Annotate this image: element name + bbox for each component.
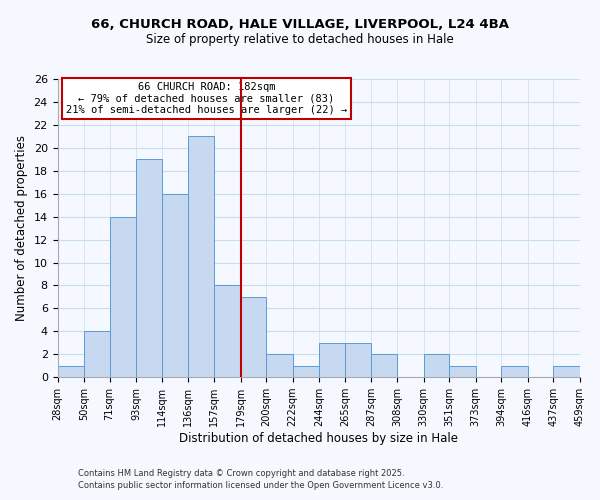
- Bar: [293, 366, 319, 377]
- Bar: [214, 286, 241, 377]
- Bar: [424, 354, 449, 377]
- Bar: [58, 366, 84, 377]
- Text: Contains public sector information licensed under the Open Government Licence v3: Contains public sector information licen…: [78, 481, 443, 490]
- Text: 66, CHURCH ROAD, HALE VILLAGE, LIVERPOOL, L24 4BA: 66, CHURCH ROAD, HALE VILLAGE, LIVERPOOL…: [91, 18, 509, 30]
- Text: Contains HM Land Registry data © Crown copyright and database right 2025.: Contains HM Land Registry data © Crown c…: [78, 468, 404, 477]
- Bar: [553, 366, 580, 377]
- Bar: [188, 136, 214, 377]
- Y-axis label: Number of detached properties: Number of detached properties: [15, 135, 28, 321]
- Bar: [501, 366, 528, 377]
- Bar: [84, 332, 110, 377]
- Bar: [162, 194, 188, 377]
- Text: Size of property relative to detached houses in Hale: Size of property relative to detached ho…: [146, 32, 454, 46]
- Text: 66 CHURCH ROAD: 182sqm
← 79% of detached houses are smaller (83)
21% of semi-det: 66 CHURCH ROAD: 182sqm ← 79% of detached…: [66, 82, 347, 115]
- Bar: [449, 366, 476, 377]
- Bar: [371, 354, 397, 377]
- Bar: [345, 343, 371, 377]
- Bar: [136, 160, 162, 377]
- Bar: [266, 354, 293, 377]
- Bar: [110, 216, 136, 377]
- X-axis label: Distribution of detached houses by size in Hale: Distribution of detached houses by size …: [179, 432, 458, 445]
- Bar: [241, 297, 266, 377]
- Bar: [319, 343, 345, 377]
